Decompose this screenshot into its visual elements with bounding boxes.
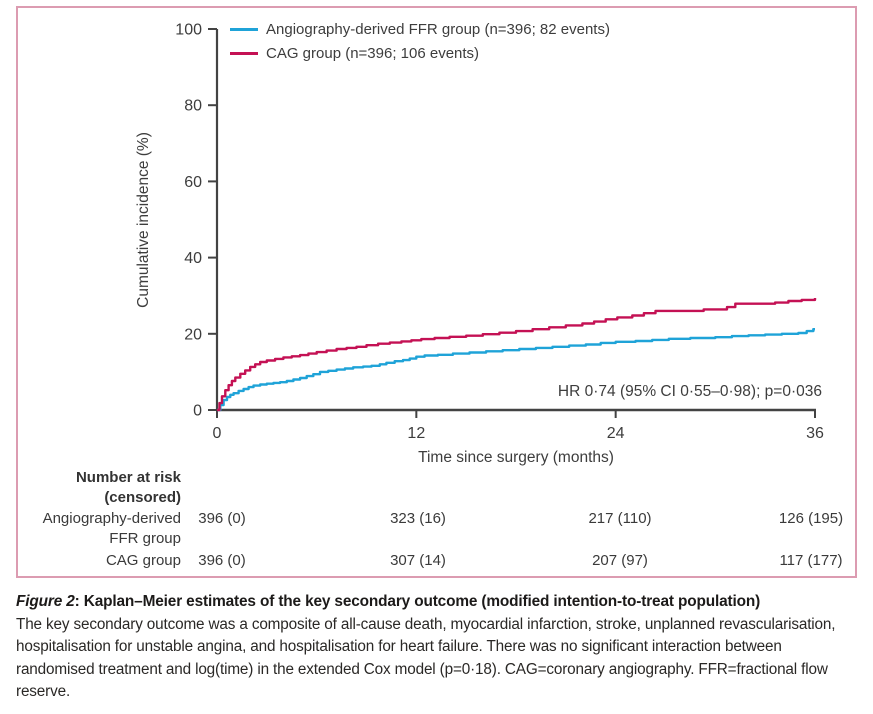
km-curve-cag <box>217 298 817 412</box>
y-tick-label: 100 <box>175 22 202 39</box>
x-tick-label: 12 <box>407 425 425 442</box>
figure-frame: 0 20 40 60 80 100 0 12 24 36 Angiography-derived … <box>16 6 857 578</box>
risk-cell-ffr-0: 396 (0) <box>198 510 246 527</box>
risk-cell-ffr-36: 126 (195) <box>778 510 844 527</box>
risk-cell-ffr-12: 323 (16) <box>390 510 446 527</box>
y-tick-label: 80 <box>184 98 202 115</box>
ffr-line-swatch-icon <box>230 27 258 31</box>
risk-table-header: Number at risk <box>75 469 181 486</box>
km-curve-ffr <box>217 328 815 412</box>
risk-table-subheader: (censored) <box>104 489 181 506</box>
x-tick-label: 24 <box>607 425 625 442</box>
caption-body: The key secondary outcome was a composit… <box>16 616 836 701</box>
risk-cell-cag-0: 396 (0) <box>198 552 246 569</box>
risk-cell-ffr-24: 217 (110) <box>588 510 652 527</box>
x-axis-title: Time since surgery (months) <box>418 449 614 466</box>
km-figure: 0 20 40 60 80 100 0 12 24 36 Angiography-derived … <box>18 8 855 576</box>
caption-title: Figure 2: Kaplan–Meier estimates of the … <box>16 591 861 612</box>
risk-cell-cag-12: 307 (14) <box>390 552 446 569</box>
caption-figure-label: Figure 2 <box>16 593 75 610</box>
risk-cell-cag-24: 207 (97) <box>592 552 648 569</box>
y-tick-label: 40 <box>184 250 202 267</box>
legend-item-cag: CAG group (n=396; 106 events) <box>230 41 610 65</box>
y-axis-title: Cumulative incidence (%) <box>135 132 152 308</box>
hazard-ratio-annotation: HR 0·74 (95% CI 0·55–0·98); p=0·036 <box>557 383 822 400</box>
caption-title-text: : Kaplan–Meier estimates of the key seco… <box>74 593 761 610</box>
legend-label-cag: CAG group (n=396; 106 events) <box>266 44 480 62</box>
y-tick-label: 0 <box>193 403 202 420</box>
km-chart-plot: 0 20 40 60 80 100 0 12 24 36 <box>175 22 824 443</box>
y-tick-label: 60 <box>184 174 202 191</box>
x-tick-label: 36 <box>806 425 824 442</box>
risk-cell-cag-36: 117 (177) <box>779 552 843 569</box>
risk-row-label-ffr-line2: FFR group <box>109 530 181 547</box>
risk-row-label-cag: CAG group <box>105 552 181 569</box>
chart-legend: Angiography-derived FFR group (n=396; 82… <box>230 17 610 65</box>
cag-line-swatch-icon <box>230 51 258 55</box>
legend-item-ffr: Angiography-derived FFR group (n=396; 82… <box>230 17 610 41</box>
figure-caption: Figure 2: Kaplan–Meier estimates of the … <box>16 591 861 704</box>
x-tick-label: 0 <box>213 425 222 442</box>
legend-label-ffr: Angiography-derived FFR group (n=396; 82… <box>266 20 610 38</box>
risk-row-label-ffr-line1: Angiography-derived <box>42 510 181 527</box>
y-tick-label: 20 <box>184 326 202 343</box>
